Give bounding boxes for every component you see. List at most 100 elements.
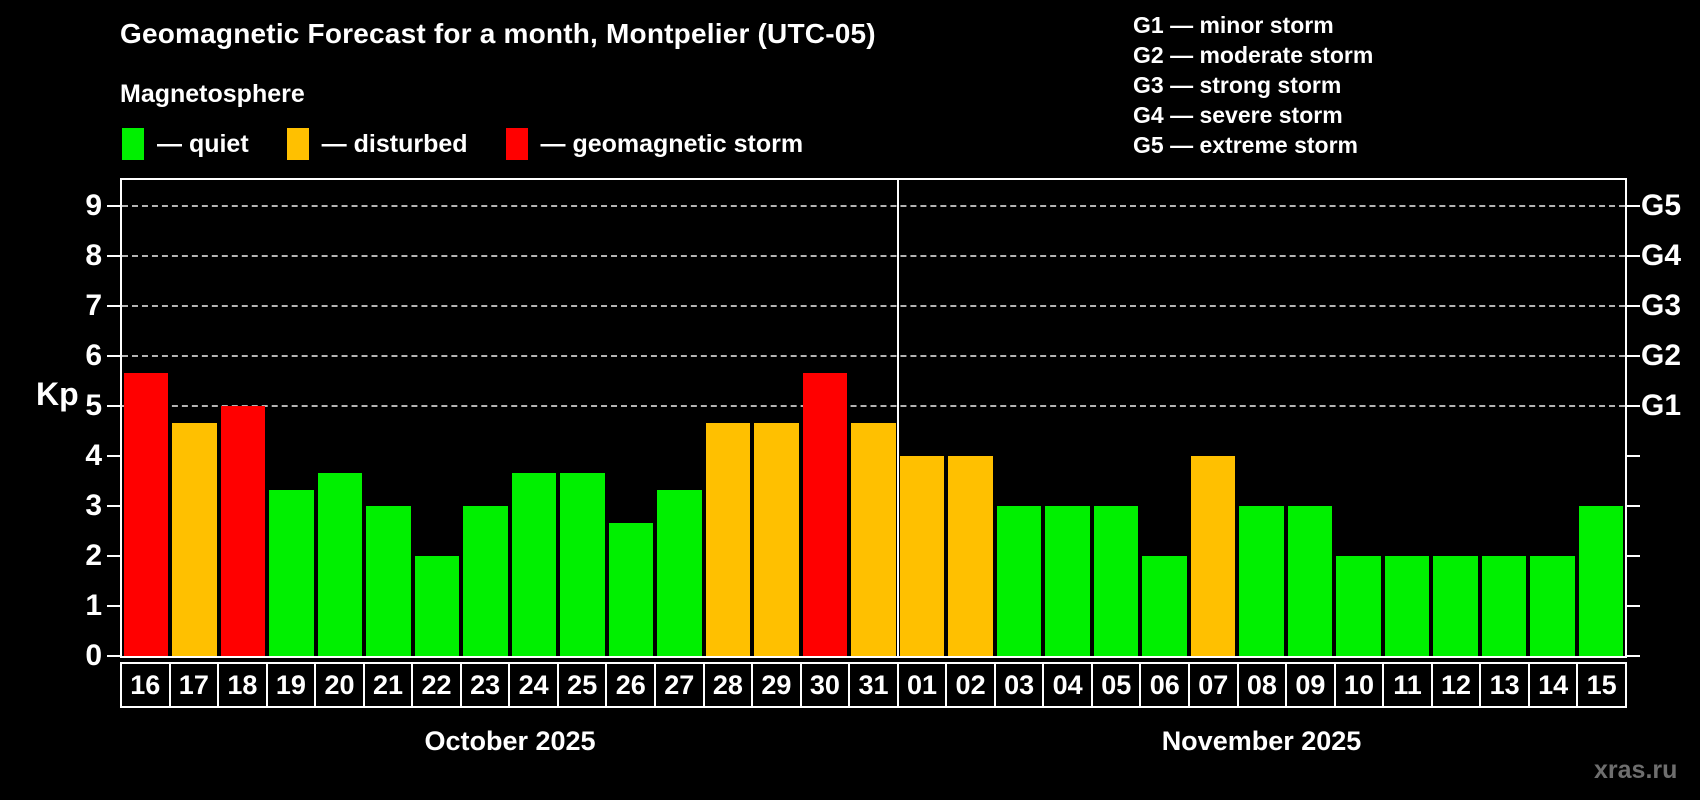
kp-bar — [1336, 556, 1381, 656]
day-label: 11 — [1382, 662, 1433, 708]
y-tick-label: 3 — [85, 489, 102, 522]
day-label: 02 — [945, 662, 996, 708]
kp-bar — [220, 406, 266, 656]
kp-bar — [463, 506, 508, 656]
y-axis-label: Kp — [36, 376, 79, 412]
chart-title: Geomagnetic Forecast for a month, Montpe… — [120, 18, 876, 49]
day-label: 21 — [362, 662, 414, 708]
y-tick-label: 7 — [85, 289, 102, 322]
watermark: xras.ru — [1594, 756, 1678, 784]
day-label: 08 — [1236, 662, 1288, 708]
y-tick-label: 5 — [85, 389, 102, 422]
day-label: 26 — [605, 662, 657, 708]
y-tick-label: 6 — [85, 339, 102, 372]
right-axis-label-g4: G4 — [1641, 239, 1682, 272]
kp-bar — [1142, 556, 1187, 656]
disturbed-swatch-icon — [286, 128, 309, 160]
kp-bar — [317, 472, 363, 656]
day-label: 20 — [314, 662, 365, 708]
right-axis-tick — [1627, 555, 1640, 557]
day-label: 23 — [459, 662, 511, 708]
day-label: 24 — [508, 662, 559, 708]
y-axis-tick — [107, 405, 120, 407]
storm-scale-item-g1: G1 — minor storm — [1133, 12, 1334, 38]
storm-scale-item-g4: G4 — severe storm — [1133, 102, 1343, 128]
y-tick-label: 0 — [85, 639, 102, 672]
kp-bar — [1239, 506, 1284, 656]
kp-bar — [560, 472, 605, 656]
right-axis-label-g2: G2 — [1641, 339, 1682, 372]
right-axis-tick — [1627, 355, 1640, 357]
day-label: 14 — [1527, 662, 1579, 708]
y-axis-tick — [107, 655, 120, 657]
y-axis-tick — [107, 355, 120, 357]
day-label: 29 — [751, 662, 802, 708]
kp-bar — [754, 422, 799, 656]
day-label: 27 — [654, 662, 705, 708]
day-label: 05 — [1090, 662, 1142, 708]
kp-bar — [1530, 556, 1575, 656]
gridline-kp8 — [122, 255, 1625, 257]
right-axis-tick — [1627, 605, 1640, 607]
legend-item-disturbed: — disturbed — [286, 128, 468, 160]
legend-item-label: — quiet — [157, 129, 249, 158]
y-tick-label: 2 — [85, 539, 102, 572]
right-axis-tick — [1627, 255, 1640, 257]
magnetosphere-label: Magnetosphere — [120, 80, 305, 108]
kp-bar — [414, 556, 460, 656]
month-label-november: November 2025 — [1161, 726, 1362, 756]
kp-bar — [124, 372, 169, 656]
status-legend: — quiet — disturbed — geomagnetic storm — [122, 126, 841, 162]
kp-bar — [705, 422, 751, 656]
kp-bar — [511, 472, 557, 656]
y-tick-label: 4 — [85, 439, 102, 472]
day-label: 13 — [1479, 662, 1530, 708]
day-label: 04 — [1042, 662, 1093, 708]
kp-bar — [1481, 556, 1527, 656]
quiet-swatch-icon — [122, 128, 144, 160]
day-label: 01 — [896, 662, 948, 708]
legend-item-label: — disturbed — [321, 129, 468, 158]
kp-bar — [366, 506, 411, 656]
storm-swatch-icon — [505, 128, 528, 160]
day-label: 07 — [1188, 662, 1239, 708]
right-axis-label-g1: G1 — [1641, 389, 1682, 422]
y-axis-tick — [107, 605, 120, 607]
plot-area: 0 1 2 3 4 5 6 7 8 9 G1 G2 G3 G4 G5 — [85, 178, 1681, 672]
day-label: 19 — [265, 662, 317, 708]
y-axis-tick — [107, 505, 120, 507]
month-divider-line — [896, 180, 899, 656]
y-axis-tick — [107, 305, 120, 307]
right-axis-label-g5: G5 — [1641, 189, 1682, 222]
kp-bar — [1433, 556, 1478, 656]
y-axis-tick — [107, 205, 120, 207]
day-label: 22 — [411, 662, 462, 708]
month-label-october: October 2025 — [424, 726, 596, 756]
day-label: 30 — [799, 662, 851, 708]
gridline-kp7 — [122, 305, 1625, 307]
storm-scale-item-g5: G5 — extreme storm — [1133, 132, 1358, 158]
kp-bar — [1093, 506, 1139, 656]
y-tick-label: 8 — [85, 239, 102, 272]
y-axis-tick — [107, 255, 120, 257]
legend-item-label: — geomagnetic storm — [540, 129, 804, 158]
day-label: 15 — [1576, 662, 1627, 708]
kp-bar — [802, 372, 848, 656]
right-axis-label-g3: G3 — [1641, 289, 1682, 322]
kp-bar — [851, 422, 896, 656]
right-axis-tick — [1627, 205, 1640, 207]
kp-bar — [1190, 456, 1236, 656]
storm-scale-item-g3: G3 — strong storm — [1133, 72, 1342, 98]
bars-container — [122, 180, 1625, 656]
kp-bar — [172, 422, 217, 656]
day-label: 09 — [1285, 662, 1336, 708]
day-label: 06 — [1139, 662, 1191, 708]
kp-bar — [1384, 556, 1430, 656]
gridline-kp6 — [122, 355, 1625, 357]
y-tick-label: 1 — [85, 589, 102, 622]
kp-bar — [996, 506, 1042, 656]
legend-item-storm: — geomagnetic storm — [505, 128, 804, 160]
kp-bar — [948, 456, 993, 656]
kp-bar — [608, 522, 654, 656]
